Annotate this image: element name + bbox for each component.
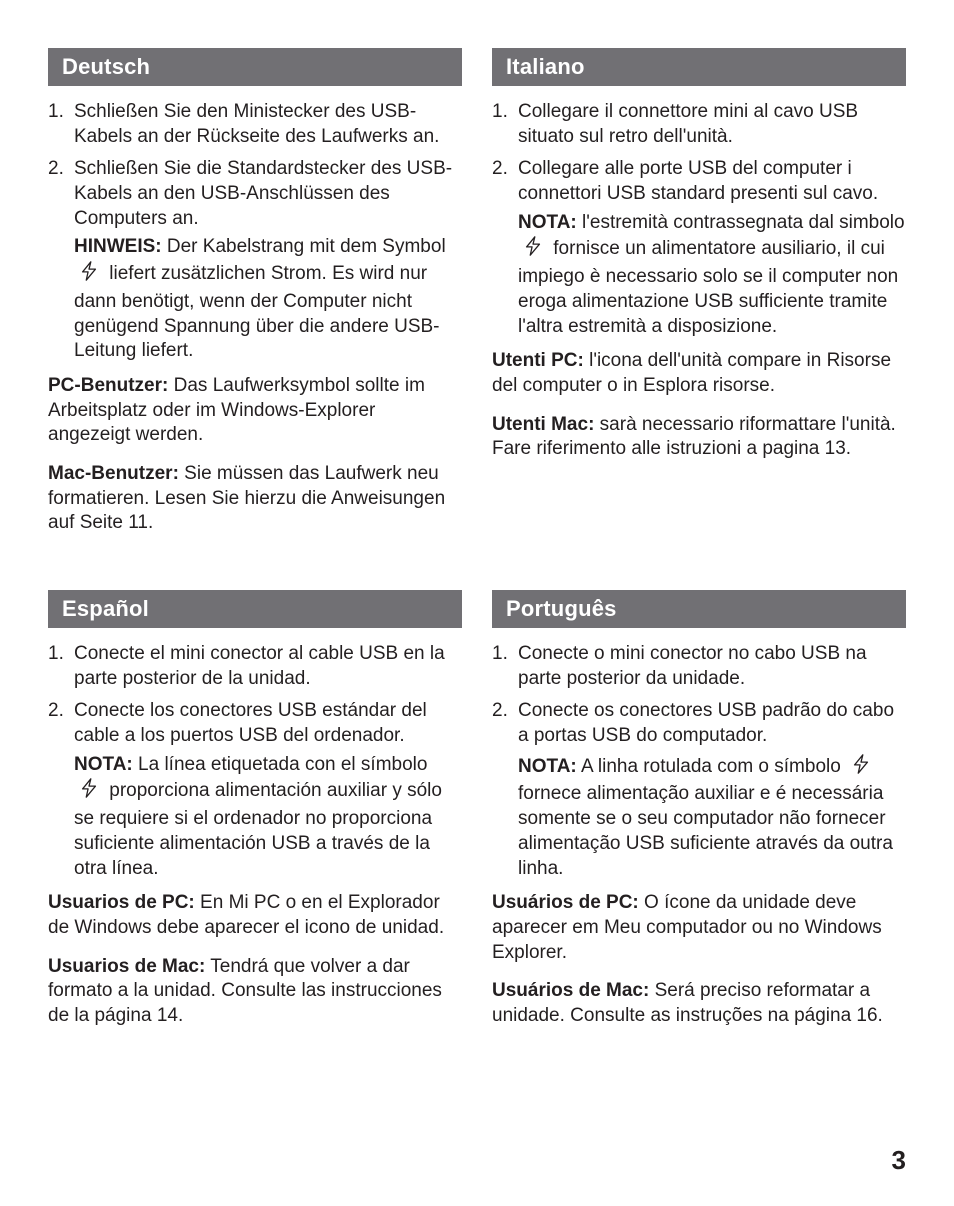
note-portugues: NOTA: A linha rotulada com o símbolo for…: [518, 753, 906, 881]
mac-label: Utenti Mac:: [492, 414, 594, 435]
lightning-bolt-icon: [850, 753, 872, 783]
note-text-before: Der Kabelstrang mit dem Symbol: [162, 236, 446, 257]
pc-label: Usuários de PC:: [492, 892, 639, 913]
section-espanol: Español Conecte el mini conector al cabl…: [48, 590, 462, 1043]
list-item: Conecte el mini conector al cable USB en…: [74, 642, 462, 691]
section-header-espanol: Español: [48, 590, 462, 628]
note-italiano: NOTA: l'estremità contrassegnata dal sim…: [518, 211, 906, 339]
section-portugues: Português Conecte o mini conector no cab…: [492, 590, 906, 1043]
note-label: HINWEIS:: [74, 236, 162, 257]
note-text-before: A linha rotulada com o símbolo: [577, 756, 846, 777]
page-number: 3: [892, 1145, 906, 1176]
list-item: Schließen Sie die Standardstecker des US…: [74, 157, 462, 364]
note-text-after: fornisce un alimentatore ausiliario, il …: [518, 238, 898, 336]
pc-users-espanol: Usuarios de PC: En Mi PC o en el Explora…: [48, 891, 462, 940]
list-italiano: Collegare il connettore mini al cavo USB…: [492, 100, 906, 339]
note-label: NOTA:: [518, 756, 577, 777]
note-text-after: proporciona alimentación auxiliar y sólo…: [74, 780, 442, 878]
note-label: NOTA:: [74, 754, 133, 775]
note-deutsch: HINWEIS: Der Kabelstrang mit dem Symbol …: [74, 235, 462, 363]
note-espanol: NOTA: La línea etiquetada con el símbolo…: [74, 753, 462, 881]
mac-label: Usuarios de Mac:: [48, 956, 205, 977]
row-1: Deutsch Schließen Sie den Ministecker de…: [48, 48, 906, 550]
note-text-after: liefert zusätzlichen Strom. Es wird nur …: [74, 263, 440, 361]
list-item: Conecte los conectores USB estándar del …: [74, 699, 462, 881]
mac-users-italiano: Utenti Mac: sarà necessario riformattare…: [492, 413, 906, 462]
pc-label: Utenti PC:: [492, 350, 584, 371]
list-item-text: Schließen Sie die Standardstecker des US…: [74, 158, 452, 228]
list-espanol: Conecte el mini conector al cable USB en…: [48, 642, 462, 881]
section-deutsch: Deutsch Schließen Sie den Ministecker de…: [48, 48, 462, 550]
note-text-before: La línea etiquetada con el símbolo: [133, 754, 428, 775]
list-item: Conecte o mini conector no cabo USB na p…: [518, 642, 906, 691]
pc-label: PC-Benutzer:: [48, 375, 168, 396]
note-text-before: l'estremità contrassegnata dal simbolo: [577, 212, 905, 233]
mac-users-espanol: Usuarios de Mac: Tendrá que volver a dar…: [48, 955, 462, 1029]
pc-users-portugues: Usuários de PC: O ícone da unidade deve …: [492, 891, 906, 965]
mac-users-deutsch: Mac-Benutzer: Sie müssen das Laufwerk ne…: [48, 462, 462, 536]
lightning-bolt-icon: [522, 235, 544, 265]
section-italiano: Italiano Collegare il connettore mini al…: [492, 48, 906, 550]
list-item: Collegare il connettore mini al cavo USB…: [518, 100, 906, 149]
mac-label: Mac-Benutzer:: [48, 463, 179, 484]
section-header-deutsch: Deutsch: [48, 48, 462, 86]
row-2: Español Conecte el mini conector al cabl…: [48, 590, 906, 1043]
list-item-text: Conecte os conectores USB padrão do cabo…: [518, 700, 894, 746]
pc-users-italiano: Utenti PC: l'icona dell'unità compare in…: [492, 349, 906, 398]
list-item: Schließen Sie den Ministecker des USB-Ka…: [74, 100, 462, 149]
pc-users-deutsch: PC-Benutzer: Das Laufwerksymbol sollte i…: [48, 374, 462, 448]
pc-label: Usuarios de PC:: [48, 892, 195, 913]
list-item-text: Collegare alle porte USB del computer i …: [518, 158, 878, 204]
mac-users-portugues: Usuários de Mac: Será preciso reformatar…: [492, 979, 906, 1028]
list-item: Conecte os conectores USB padrão do cabo…: [518, 699, 906, 881]
mac-label: Usuários de Mac:: [492, 980, 649, 1001]
section-header-portugues: Português: [492, 590, 906, 628]
list-item-text: Conecte los conectores USB estándar del …: [74, 700, 427, 746]
note-text-after: fornece alimentação auxiliar e é necessá…: [518, 783, 893, 878]
list-portugues: Conecte o mini conector no cabo USB na p…: [492, 642, 906, 881]
note-label: NOTA:: [518, 212, 577, 233]
lightning-bolt-icon: [78, 777, 100, 807]
list-item: Collegare alle porte USB del computer i …: [518, 157, 906, 339]
list-deutsch: Schließen Sie den Ministecker des USB-Ka…: [48, 100, 462, 364]
lightning-bolt-icon: [78, 260, 100, 290]
section-header-italiano: Italiano: [492, 48, 906, 86]
